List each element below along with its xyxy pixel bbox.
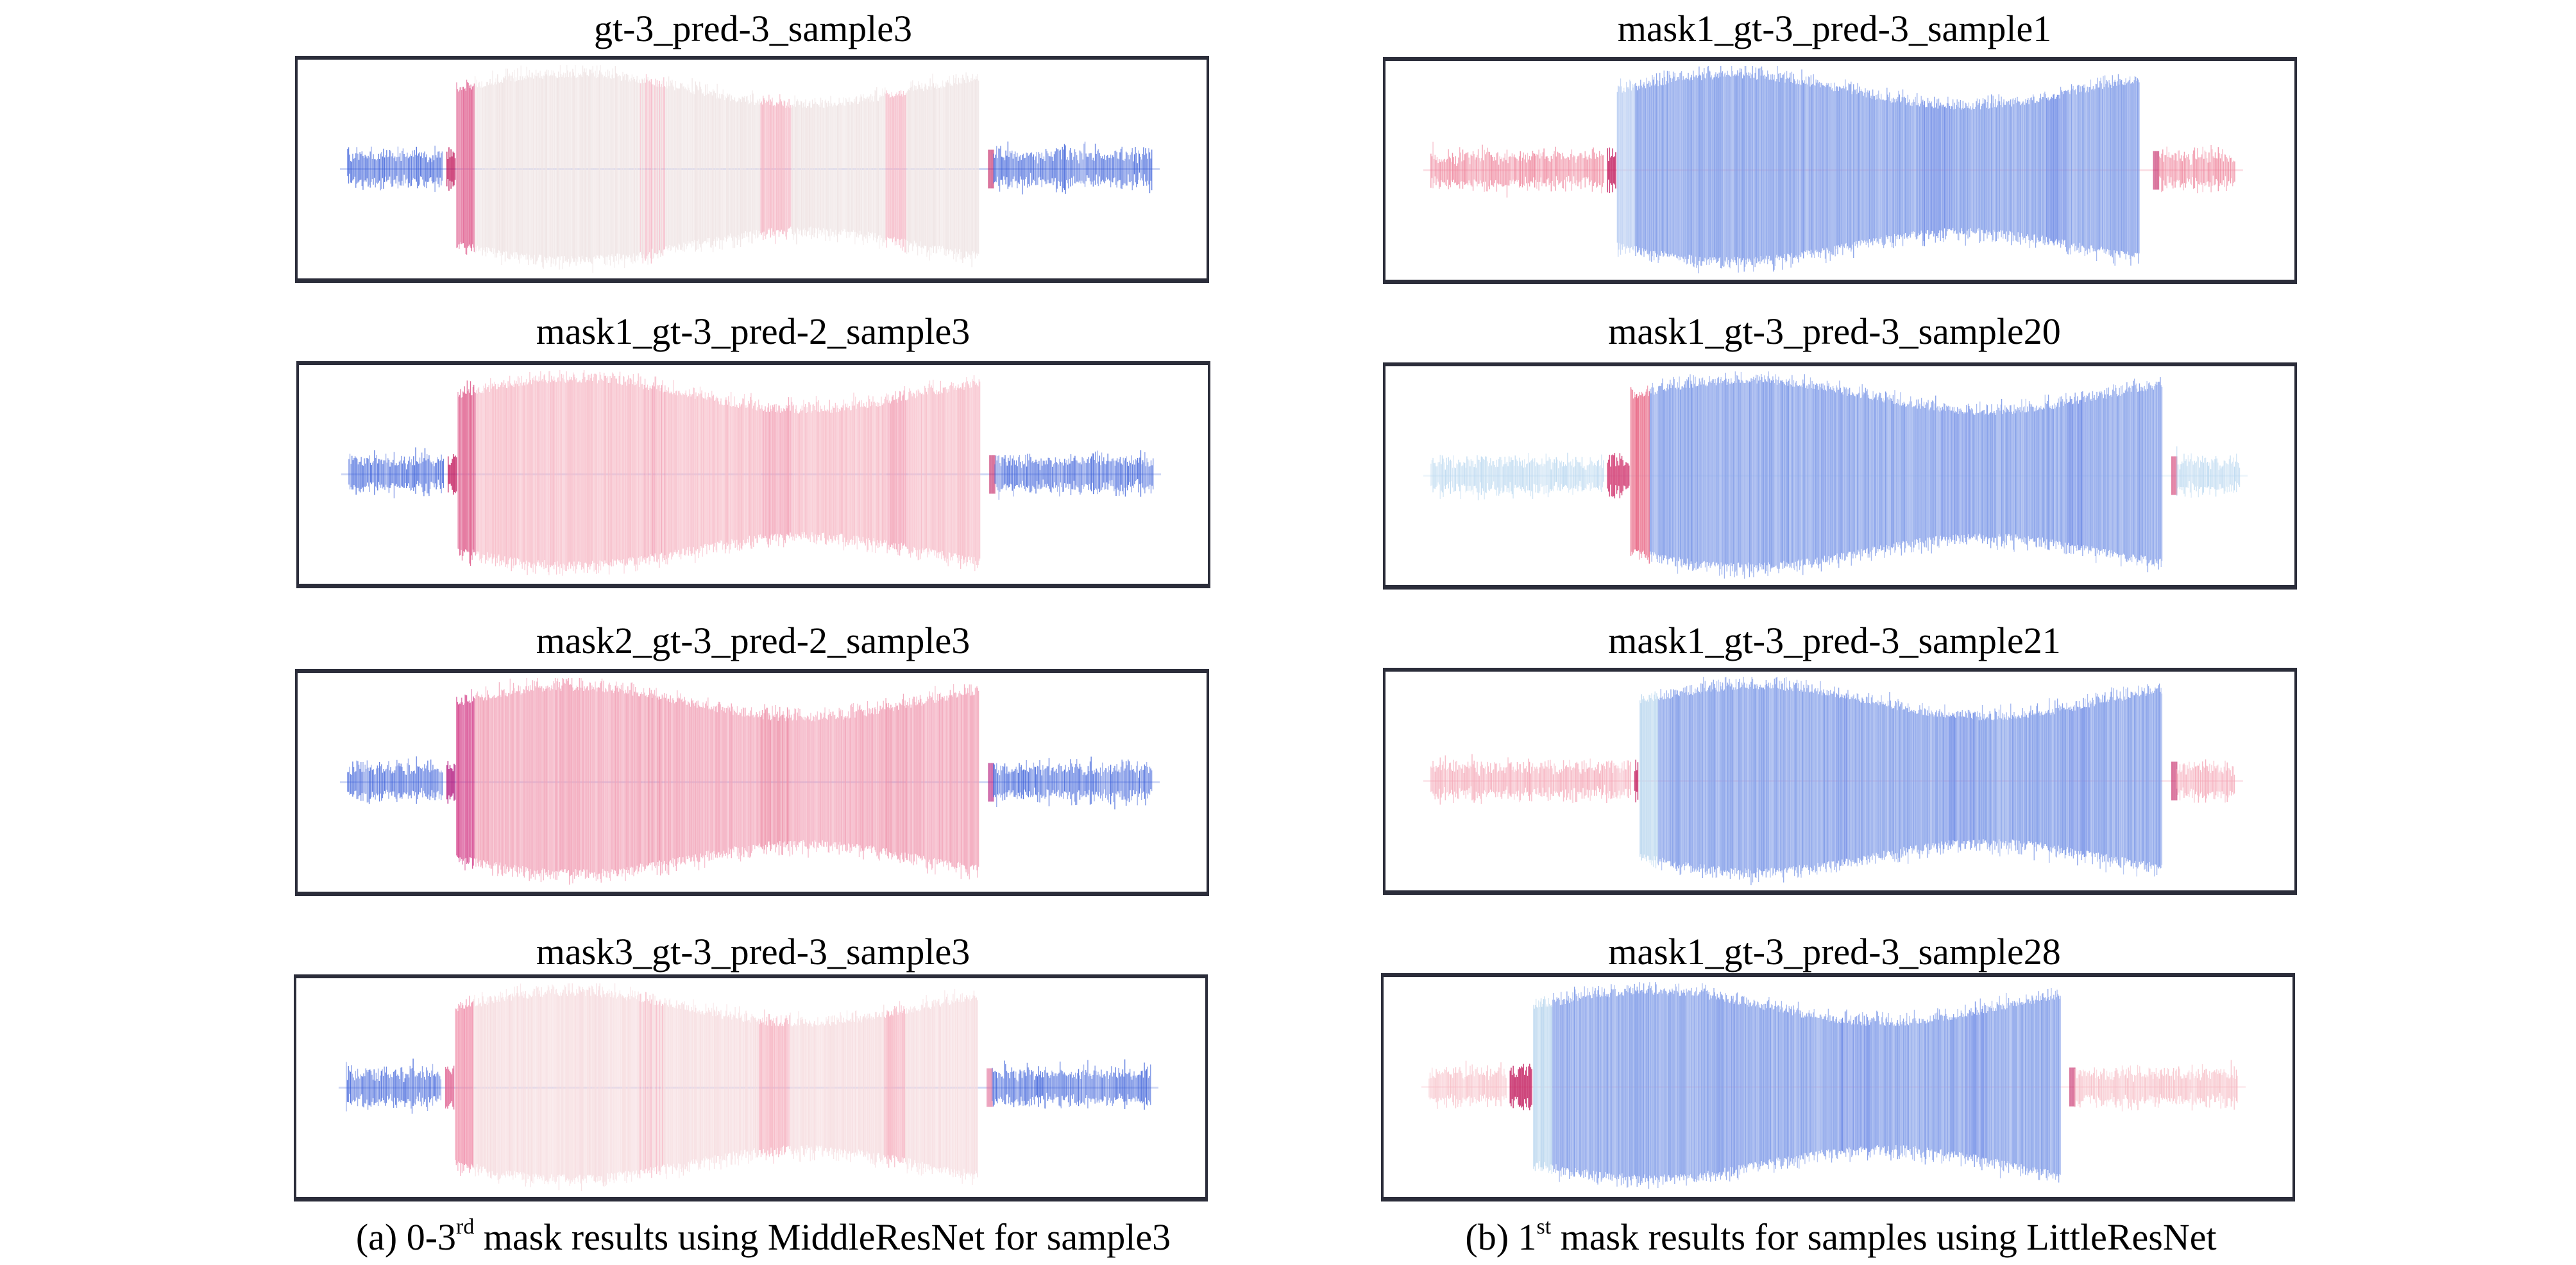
caption-a-suffix: mask results using MiddleResNet for samp… bbox=[474, 1216, 1171, 1258]
panel-title: mask1_gt-3_pred-3_sample20 bbox=[1608, 310, 2061, 352]
panel-title: mask1_gt-3_pred-3_sample21 bbox=[1608, 620, 2061, 661]
waveform-svg bbox=[339, 65, 1160, 273]
panel-title: mask1_gt-3_pred-3_sample28 bbox=[1608, 931, 2061, 972]
waveform-lines bbox=[1428, 982, 2238, 1189]
panel-title: mask1_gt-3_pred-3_sample1 bbox=[1617, 8, 2052, 49]
waveform-svg bbox=[338, 983, 1158, 1191]
waveform-svg bbox=[1421, 982, 2246, 1189]
caption-a-prefix: (a) 0-3 bbox=[355, 1216, 457, 1258]
waveform-svg bbox=[1423, 66, 2243, 274]
waveform-plot bbox=[1383, 57, 2297, 284]
caption-b-sup: st bbox=[1536, 1215, 1552, 1239]
caption-b: (b) 1st mask results for samples using L… bbox=[1360, 1216, 2322, 1258]
panel-title: gt-3_pred-3_sample3 bbox=[593, 8, 913, 49]
waveform-plot bbox=[1383, 668, 2297, 895]
panel-title: mask1_gt-3_pred-2_sample3 bbox=[536, 310, 970, 352]
waveform-plot bbox=[296, 361, 1210, 588]
waveform-lines bbox=[346, 983, 1151, 1191]
waveform-lines bbox=[348, 370, 1154, 576]
caption-b-suffix: mask results for samples using LittleRes… bbox=[1551, 1216, 2217, 1258]
waveform-plot bbox=[295, 669, 1209, 896]
waveform-svg bbox=[1423, 371, 2248, 579]
waveform-lines bbox=[1430, 371, 2241, 579]
caption-a-sup: rd bbox=[456, 1215, 475, 1239]
panel-title: mask2_gt-3_pred-2_sample3 bbox=[536, 620, 970, 661]
waveform-svg bbox=[1423, 677, 2243, 885]
caption-a: (a) 0-3rd mask results using MiddleResNe… bbox=[282, 1216, 1244, 1258]
waveform-lines bbox=[347, 678, 1153, 885]
waveform-plot bbox=[295, 56, 1209, 283]
caption-b-prefix: (b) 1 bbox=[1465, 1216, 1537, 1258]
waveform-svg bbox=[339, 678, 1160, 885]
waveform-plot bbox=[1383, 362, 2297, 590]
panel-title: mask3_gt-3_pred-3_sample3 bbox=[536, 931, 970, 972]
waveform-svg bbox=[341, 370, 1161, 576]
waveform-lines bbox=[1430, 677, 2235, 885]
waveform-lines bbox=[1430, 66, 2235, 274]
waveform-plot bbox=[294, 974, 1208, 1201]
waveform-lines bbox=[347, 65, 1153, 273]
waveform-plot bbox=[1381, 973, 2295, 1201]
